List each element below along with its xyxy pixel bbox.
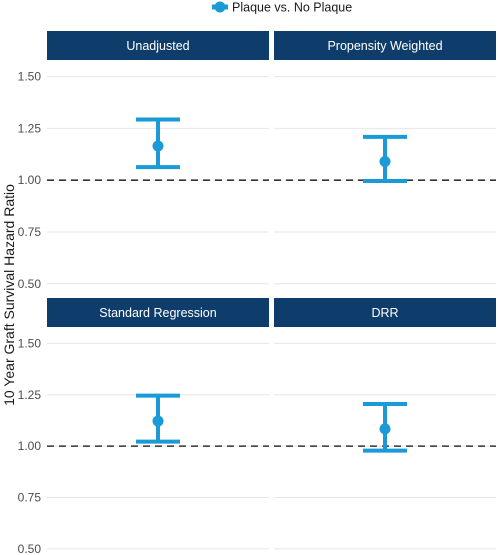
estimate-point [152, 140, 164, 152]
panel: Standard Regression [47, 298, 269, 550]
y-tick-label: 1.00 [18, 439, 42, 453]
panel: DRR [274, 298, 496, 550]
estimate-point [379, 156, 391, 168]
estimate-point [379, 423, 391, 435]
y-tick-label: 1.25 [18, 121, 42, 135]
panel-title: Standard Regression [99, 306, 216, 320]
panel-title: Unadjusted [126, 39, 189, 53]
panel: Propensity Weighted [274, 31, 496, 285]
legend-label: Plaque vs. No Plaque [232, 1, 352, 15]
y-tick-label: 1.00 [18, 173, 42, 187]
panel-strip [47, 31, 269, 60]
y-axis-label: 10 Year Graft Survival Hazard Ratio [1, 184, 17, 406]
panel: Unadjusted [47, 31, 269, 285]
y-tick-label: 0.75 [18, 490, 42, 504]
legend-key-point [214, 1, 226, 13]
panel-title: Propensity Weighted [327, 39, 442, 53]
panel-title: DRR [371, 306, 398, 320]
legend: Plaque vs. No Plaque [212, 1, 352, 15]
y-tick-label: 0.50 [18, 277, 42, 291]
y-tick-label: 1.50 [18, 336, 42, 350]
estimate-point [152, 415, 164, 427]
panel-strip [274, 298, 496, 327]
panel-strip [274, 31, 496, 60]
y-tick-label: 0.50 [18, 542, 42, 555]
y-tick-label: 1.50 [18, 70, 42, 84]
panel-strip [47, 298, 269, 327]
y-tick-label: 0.75 [18, 225, 42, 239]
y-tick-label: 1.25 [18, 388, 42, 402]
